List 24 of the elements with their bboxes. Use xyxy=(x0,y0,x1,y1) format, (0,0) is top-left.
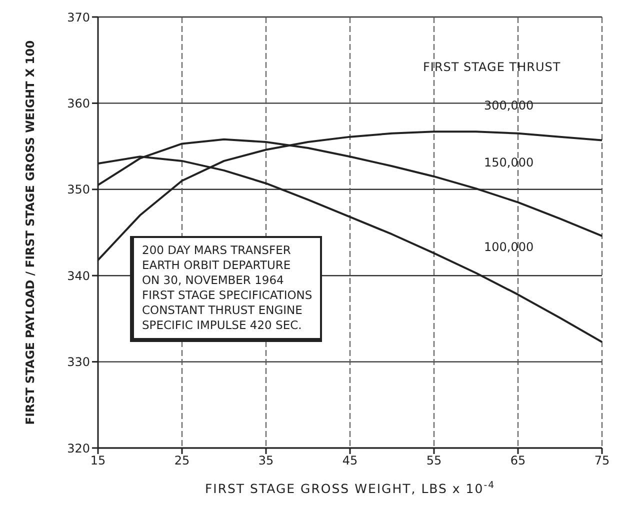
series-label: 150,000 xyxy=(484,156,534,170)
x-tick-label: 75 xyxy=(594,454,610,468)
series-label: 100,000 xyxy=(484,240,534,254)
y-tick-label: 360 xyxy=(67,96,90,110)
y-tick-label: 340 xyxy=(67,268,90,283)
x-axis-title: FIRST STAGE GROSS WEIGHT, LBS x 10$^{-4}$ xyxy=(204,480,496,496)
annotation: SPECIFIC IMPULSE 420 SEC. xyxy=(142,318,303,333)
y-axis-title: FIRST STAGE PAYLOAD / FIRST STAGE GROSS WEIGHT X 100 xyxy=(23,40,38,425)
x-tick-label: 15 xyxy=(90,454,106,468)
x-tick-label: 65 xyxy=(510,454,526,468)
y-tick-label: 350 xyxy=(67,182,90,197)
x-tick-label: 45 xyxy=(342,454,358,468)
legend-title: FIRST STAGE THRUST xyxy=(423,60,561,74)
annotation: 200 DAY MARS TRANSFER xyxy=(142,243,292,258)
y-tick-label: 330 xyxy=(67,355,90,370)
x-tick-label: 35 xyxy=(258,454,274,468)
annotation: EARTH ORBIT DEPARTURE xyxy=(142,258,292,273)
annotation: FIRST STAGE SPECIFICATIONS xyxy=(142,288,312,303)
x-tick-label: 25 xyxy=(174,454,190,468)
y-tick-label: 370 xyxy=(67,10,90,24)
x-tick-label: 55 xyxy=(426,454,442,468)
y-tick-label: 320 xyxy=(67,441,90,456)
annotation: CONSTANT THRUST ENGINE xyxy=(142,303,304,318)
annotation: ON 30, NOVEMBER 1964 xyxy=(142,273,285,288)
